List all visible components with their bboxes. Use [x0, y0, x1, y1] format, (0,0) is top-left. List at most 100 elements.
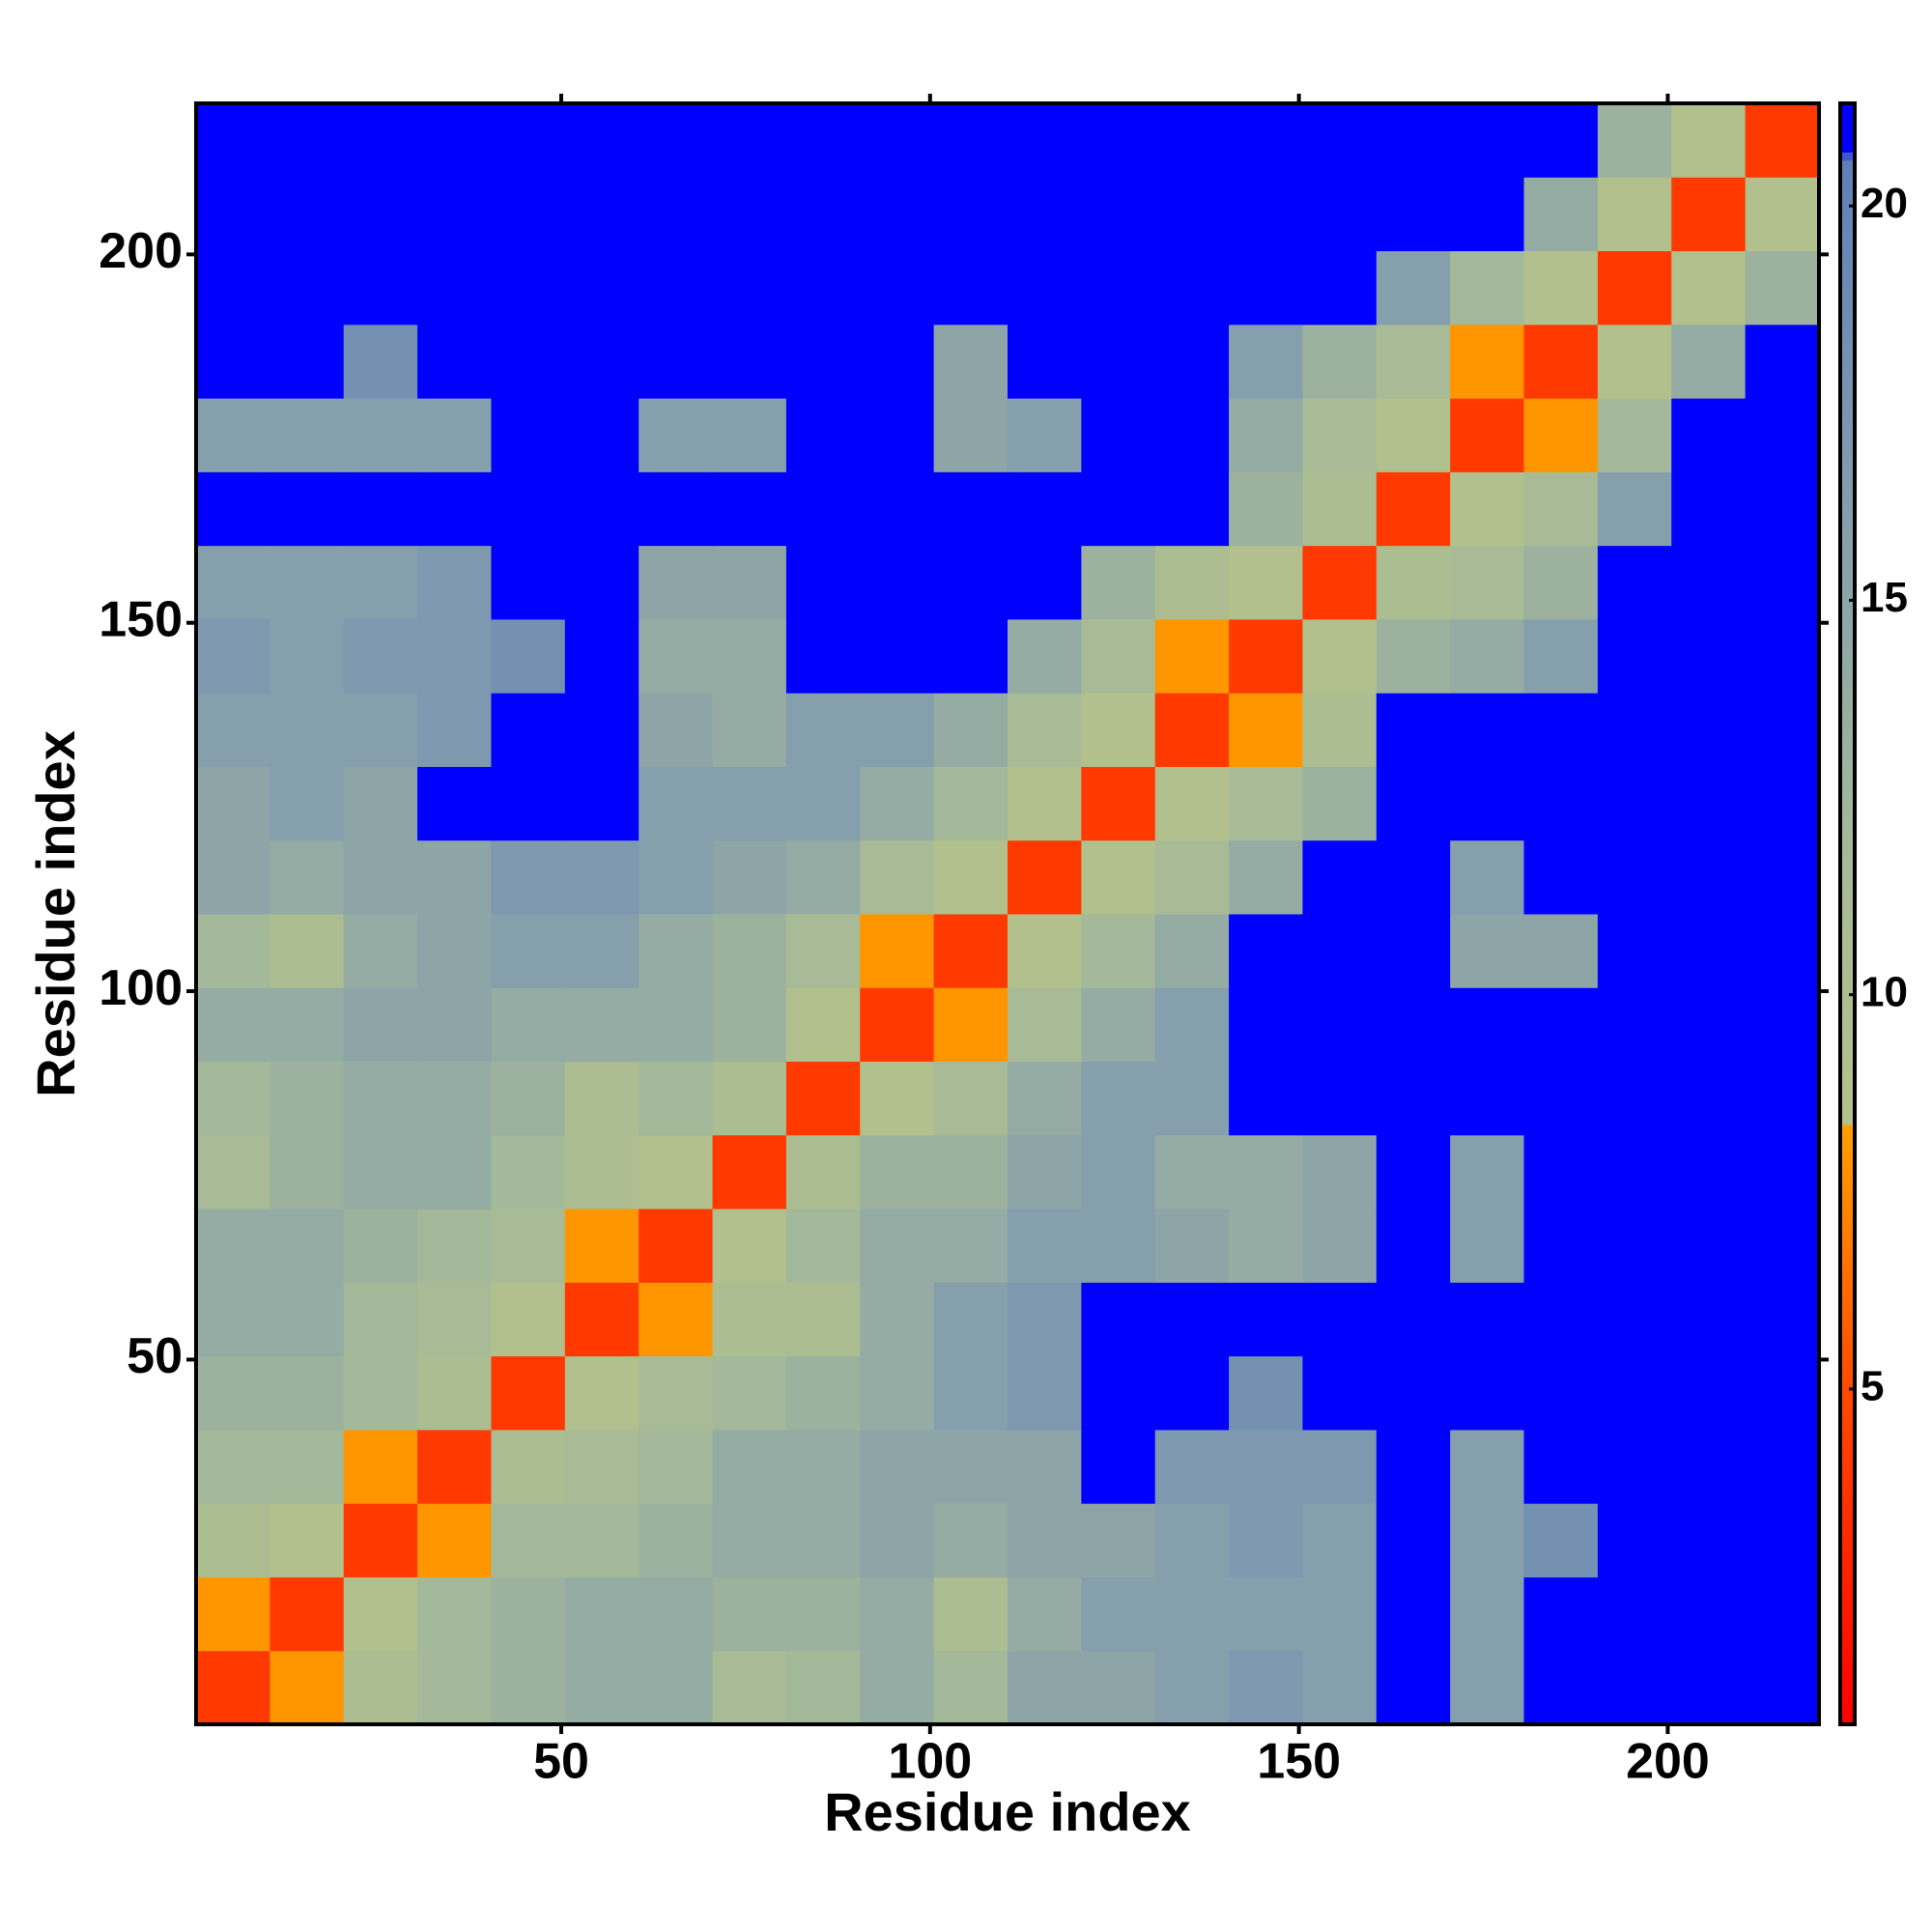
heatmap-cell	[1008, 471, 1082, 547]
heatmap-cell	[343, 545, 418, 620]
heatmap-cell	[343, 177, 418, 252]
colorbar-segment	[1840, 953, 1855, 963]
heatmap-cell	[1154, 398, 1230, 472]
heatmap-cell	[491, 1429, 566, 1504]
heatmap-cell	[564, 471, 639, 547]
heatmap-cell	[1523, 324, 1599, 399]
heatmap-cell	[491, 1355, 566, 1431]
heatmap-cell	[1450, 766, 1525, 841]
heatmap-cell	[1523, 693, 1599, 767]
heatmap-cell	[639, 1503, 714, 1577]
heatmap-cell	[639, 324, 714, 399]
heatmap-cell	[1081, 1208, 1156, 1283]
heatmap-cell	[933, 398, 1009, 472]
colorbar-segment	[1840, 1311, 1855, 1320]
colorbar-segment	[1840, 1472, 1855, 1482]
heatmap-cell	[1745, 1208, 1819, 1283]
heatmap-cell	[1229, 618, 1303, 694]
heatmap-cell	[1008, 693, 1082, 767]
colorbar-segment	[1840, 265, 1855, 274]
heatmap-cell	[564, 103, 639, 178]
heatmap-cell	[1597, 839, 1672, 915]
colorbar-segment	[1840, 1684, 1855, 1692]
colorbar-segment	[1840, 597, 1855, 607]
heatmap-cell	[1376, 1355, 1451, 1431]
heatmap-cell	[1745, 398, 1819, 472]
heatmap-cell	[1154, 1061, 1230, 1136]
heatmap-cell	[1597, 177, 1672, 252]
heatmap-cell	[196, 914, 270, 988]
heatmap-cell	[343, 914, 418, 988]
heatmap-cell	[933, 1429, 1009, 1504]
heatmap-cell	[1745, 250, 1819, 326]
colorbar-segment	[1840, 816, 1855, 826]
heatmap-cell	[196, 471, 270, 547]
heatmap-cell	[1081, 1134, 1156, 1209]
heatmap-cell	[860, 1355, 935, 1431]
heatmap-cell	[196, 324, 270, 399]
heatmap-cell	[196, 1355, 270, 1431]
heatmap-cell	[1523, 839, 1599, 915]
heatmap-cell	[1376, 1208, 1451, 1283]
heatmap-cell	[196, 987, 270, 1063]
colorbar-segment	[1840, 427, 1855, 437]
heatmap-cell	[1081, 618, 1156, 694]
heatmap-cell	[639, 471, 714, 547]
heatmap-cell	[564, 1355, 639, 1431]
heatmap-cell	[1154, 618, 1230, 694]
heatmap-cell	[1229, 766, 1303, 841]
y-tick-label: 100	[99, 960, 183, 1016]
heatmap-cell	[491, 103, 566, 178]
heatmap-cell	[712, 1282, 787, 1357]
heatmap-cell	[1450, 693, 1525, 767]
colorbar-segment	[1840, 484, 1855, 494]
heatmap-cell	[639, 1429, 714, 1504]
heatmap-cell	[712, 250, 787, 326]
heatmap-cell	[564, 839, 639, 915]
y-tick-label: 200	[99, 223, 183, 279]
heatmap-cell	[417, 1282, 492, 1357]
colorbar-segment	[1840, 1254, 1855, 1264]
colorbar-segment	[1840, 1262, 1855, 1271]
heatmap-cell	[1376, 618, 1451, 694]
heatmap-cell	[491, 1061, 566, 1136]
heatmap-cell	[712, 1355, 787, 1431]
colorbar-segment	[1840, 549, 1855, 558]
colorbar-segment	[1840, 1075, 1855, 1085]
colorbar-segment	[1840, 1359, 1855, 1369]
heatmap-cell	[785, 987, 861, 1063]
heatmap-cell	[1523, 618, 1599, 694]
heatmap-cell	[1745, 1650, 1819, 1724]
colorbar-segment	[1840, 1124, 1855, 1134]
heatmap-cell	[1229, 1355, 1303, 1431]
heatmap-cell	[196, 1208, 270, 1283]
heatmap-cell	[1597, 1650, 1672, 1724]
heatmap-cell	[1523, 987, 1599, 1063]
heatmap-cell	[785, 103, 861, 178]
colorbar-segment	[1840, 541, 1855, 550]
heatmap-cell	[1523, 471, 1599, 547]
heatmap-cell	[196, 1061, 270, 1136]
x-tick-label: 50	[533, 1734, 589, 1790]
heatmap-cell	[1154, 1355, 1230, 1431]
colorbar-segment	[1840, 573, 1855, 582]
heatmap-cell	[933, 1503, 1009, 1577]
colorbar-segment	[1840, 808, 1855, 817]
heatmap-cell	[860, 471, 935, 547]
heatmap-cell	[712, 1577, 787, 1652]
colorbar-segment	[1840, 1099, 1855, 1109]
colorbar-segment	[1840, 370, 1855, 380]
colorbar-segment	[1840, 800, 1855, 810]
colorbar-segment	[1840, 135, 1855, 145]
colorbar-segment	[1840, 1149, 1855, 1158]
heatmap-cell	[712, 914, 787, 988]
heatmap-cell	[417, 1650, 492, 1724]
heatmap-cell	[1745, 1429, 1819, 1504]
heatmap-cell	[933, 1650, 1009, 1724]
heatmap-cell	[860, 1061, 935, 1136]
heatmap-cell	[860, 177, 935, 252]
heatmap-cell	[417, 398, 492, 472]
heatmap-cell	[1229, 1577, 1303, 1652]
heatmap-cell	[270, 471, 345, 547]
heatmap-cell	[564, 1503, 639, 1577]
